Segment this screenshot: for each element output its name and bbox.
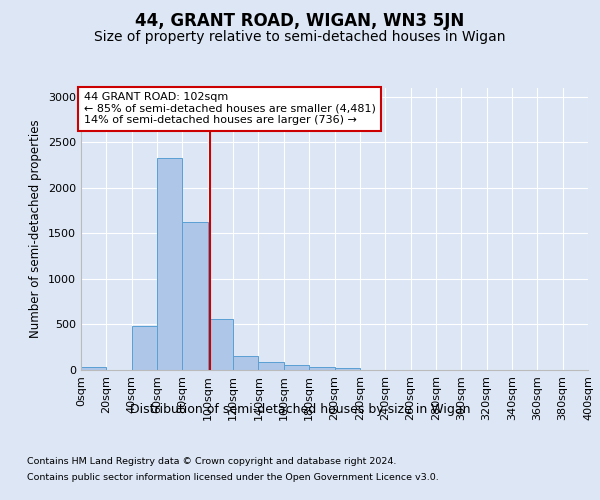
Bar xyxy=(284,365,309,370)
Bar xyxy=(182,222,208,370)
Bar xyxy=(335,368,360,370)
Bar xyxy=(157,158,182,370)
Text: 44, GRANT ROAD, WIGAN, WN3 5JN: 44, GRANT ROAD, WIGAN, WN3 5JN xyxy=(136,12,464,30)
Bar xyxy=(132,326,157,370)
Text: 44 GRANT ROAD: 102sqm
← 85% of semi-detached houses are smaller (4,481)
14% of s: 44 GRANT ROAD: 102sqm ← 85% of semi-deta… xyxy=(83,92,376,126)
Bar xyxy=(208,319,233,370)
Text: Distribution of semi-detached houses by size in Wigan: Distribution of semi-detached houses by … xyxy=(130,402,470,415)
Bar xyxy=(233,356,259,370)
Bar xyxy=(259,362,284,370)
Text: Size of property relative to semi-detached houses in Wigan: Size of property relative to semi-detach… xyxy=(94,30,506,44)
Text: Contains public sector information licensed under the Open Government Licence v3: Contains public sector information licen… xyxy=(27,472,439,482)
Bar xyxy=(81,368,106,370)
Y-axis label: Number of semi-detached properties: Number of semi-detached properties xyxy=(29,120,43,338)
Text: Contains HM Land Registry data © Crown copyright and database right 2024.: Contains HM Land Registry data © Crown c… xyxy=(27,458,397,466)
Bar xyxy=(309,367,335,370)
